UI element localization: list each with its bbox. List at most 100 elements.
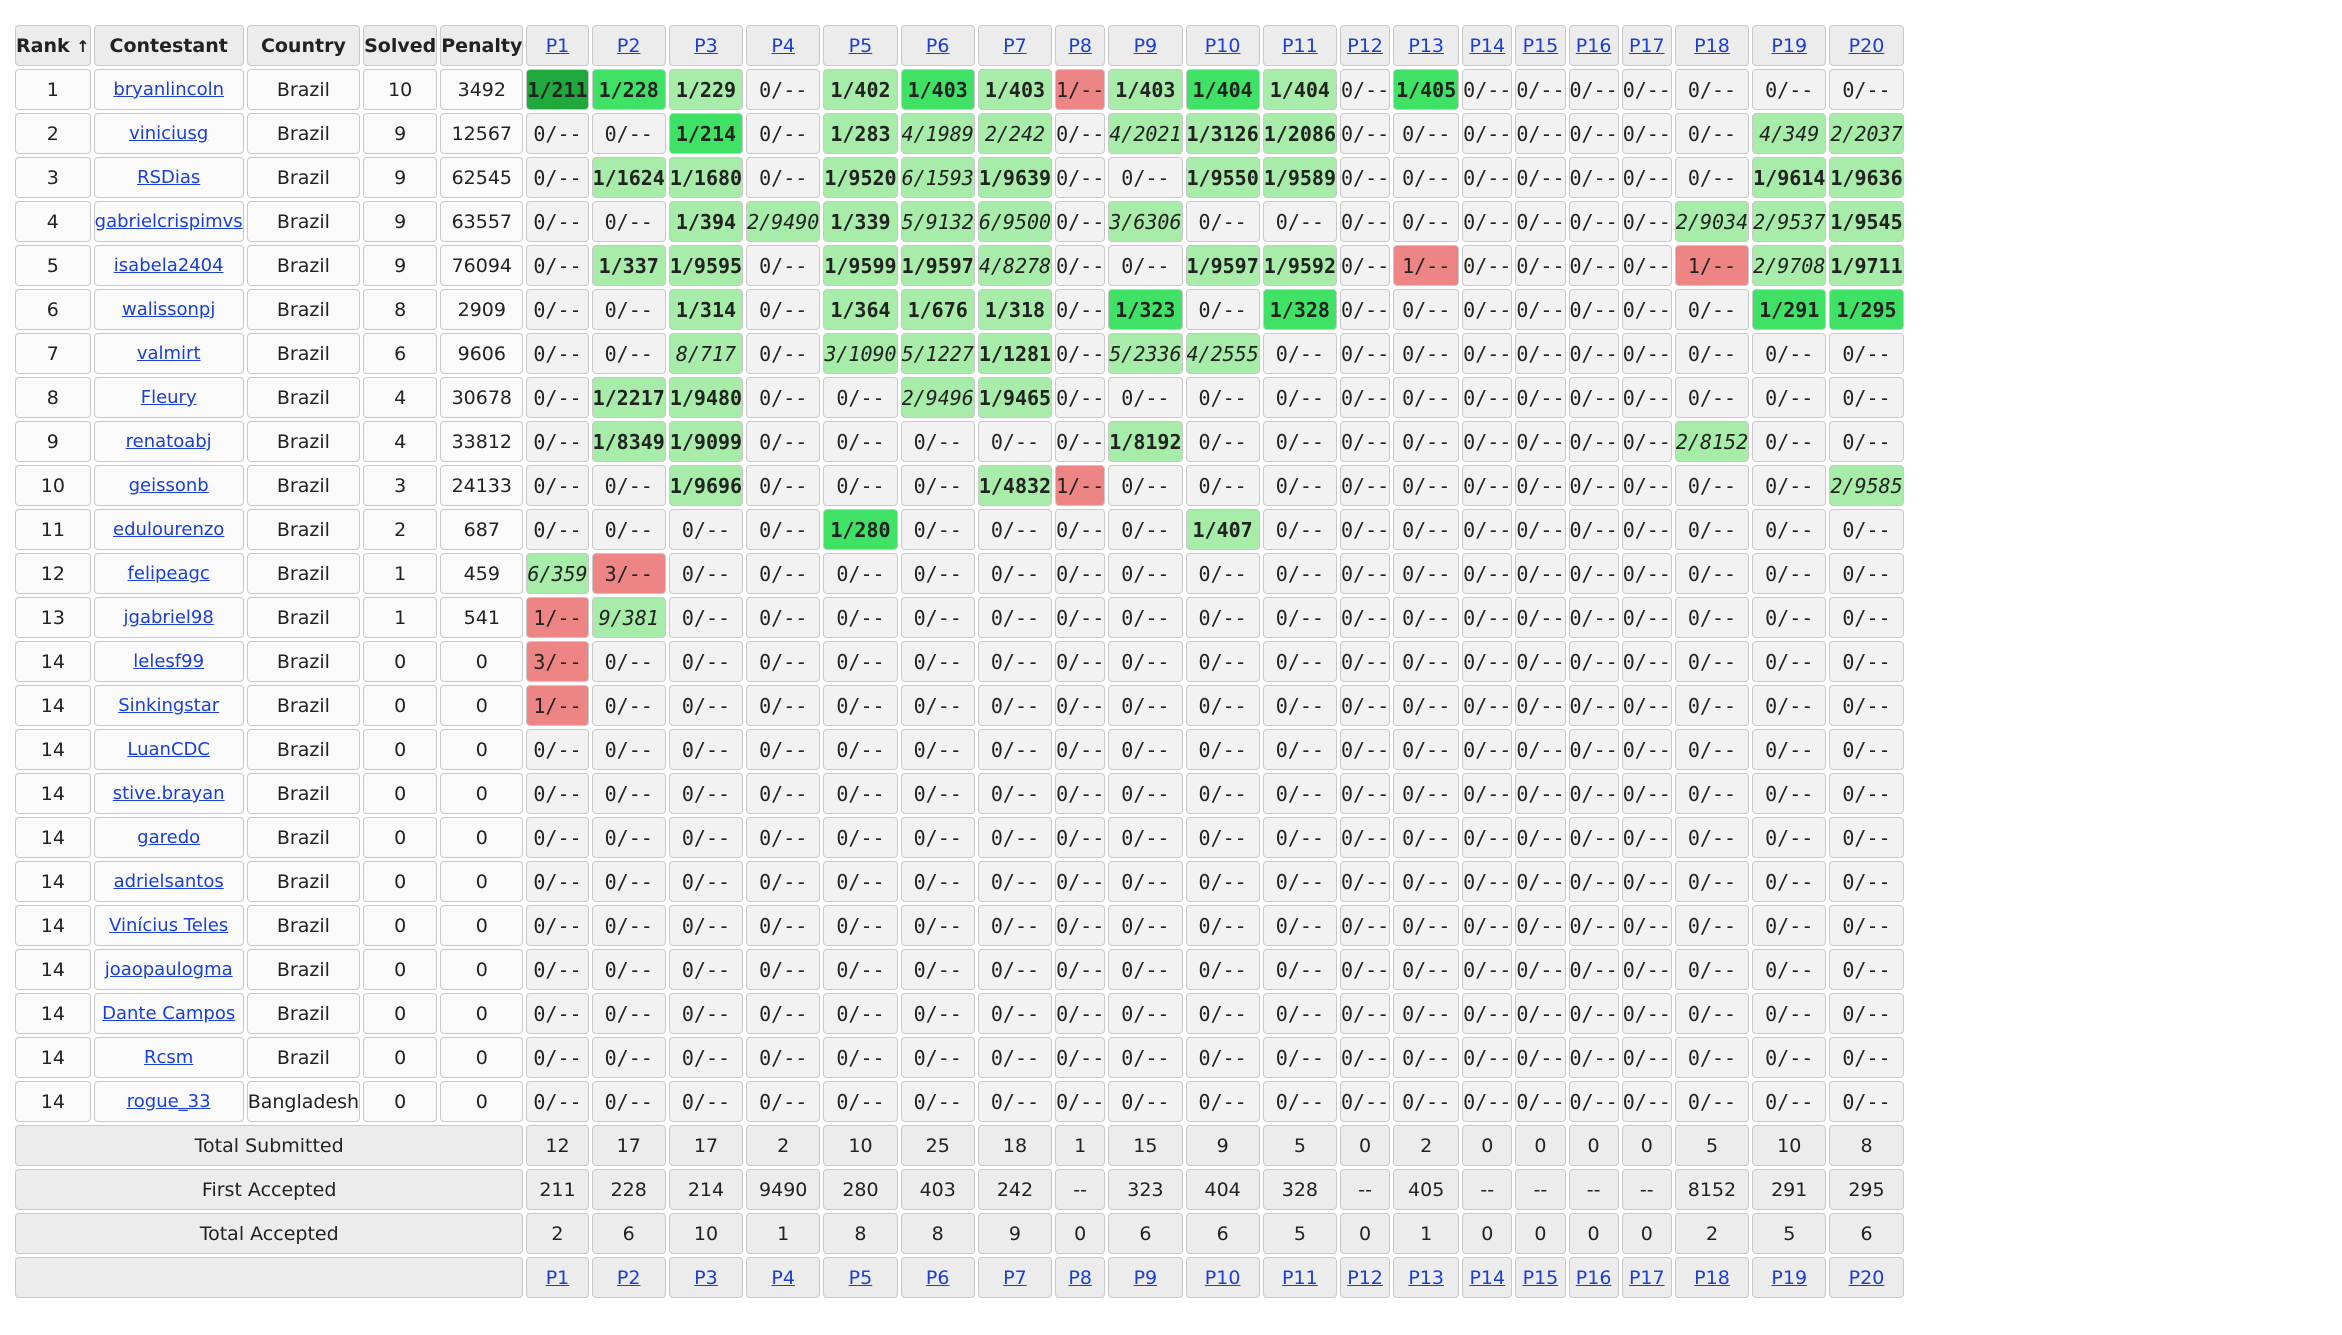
problem-link-p4[interactable]: P4 xyxy=(771,1266,795,1289)
contestant-header[interactable]: Contestant xyxy=(93,25,244,66)
problem-result-cell: 0/-- xyxy=(1393,113,1460,154)
problem-link-p17[interactable]: P17 xyxy=(1628,34,1665,57)
problem-header-p6[interactable]: P6 xyxy=(900,25,975,66)
problem-link-p13[interactable]: P13 xyxy=(1408,1266,1444,1289)
contestant-link[interactable]: renatoabj xyxy=(125,431,212,452)
contestant-link[interactable]: edulourenzo xyxy=(113,519,225,540)
contestant-link[interactable]: geissonb xyxy=(128,475,209,496)
problem-header-p12[interactable]: P12 xyxy=(1340,25,1391,66)
contestant-link[interactable]: valmirt xyxy=(136,343,201,364)
problem-link-p20[interactable]: P20 xyxy=(1848,1266,1885,1289)
contestant-link[interactable]: jgabriel98 xyxy=(123,607,214,628)
rank-cell: 7 xyxy=(15,333,91,374)
problem-header-p10[interactable]: P10 xyxy=(1185,25,1260,66)
problem-header-p14[interactable]: P14 xyxy=(1462,25,1513,66)
contestant-link[interactable]: walissonpj xyxy=(121,299,216,320)
problem-link-p14[interactable]: P14 xyxy=(1469,1266,1506,1289)
problem-link-p3[interactable]: P3 xyxy=(694,34,718,57)
problem-header-p9[interactable]: P9 xyxy=(1108,25,1183,66)
problem-header-p15[interactable]: P15 xyxy=(1515,25,1566,66)
problem-result-cell: 0/-- xyxy=(1462,1081,1513,1122)
problem-result-cell: 1/291 xyxy=(1752,289,1827,330)
problem-result-cell: 0/-- xyxy=(1621,1037,1672,1078)
problem-link-p18[interactable]: P18 xyxy=(1694,34,1730,57)
problem-link-p19[interactable]: P19 xyxy=(1771,34,1808,57)
problem-link-p15[interactable]: P15 xyxy=(1522,34,1559,57)
penalty-header[interactable]: Penalty xyxy=(440,25,524,66)
contestant-link[interactable]: Rcsm xyxy=(144,1047,194,1068)
problem-link-p8[interactable]: P8 xyxy=(1068,34,1092,57)
problem-link-p11[interactable]: P11 xyxy=(1282,34,1318,57)
contestant-cell: LuanCDC xyxy=(93,729,244,770)
contestant-link[interactable]: isabela2404 xyxy=(113,255,224,276)
contestant-link[interactable]: Vinícius Teles xyxy=(109,915,229,936)
problem-link-p1[interactable]: P1 xyxy=(545,34,570,57)
contestant-link[interactable]: adrielsantos xyxy=(113,871,224,892)
problem-link-p11[interactable]: P11 xyxy=(1282,1266,1318,1289)
problem-link-p7[interactable]: P7 xyxy=(1003,34,1027,57)
contestant-link[interactable]: RSDias xyxy=(137,167,201,188)
problem-link-p12[interactable]: P12 xyxy=(1347,1266,1383,1289)
problem-link-p4[interactable]: P4 xyxy=(771,34,795,57)
problem-link-p2[interactable]: P2 xyxy=(616,34,641,57)
problem-result-cell: 0/-- xyxy=(1568,905,1619,946)
problem-header-p16[interactable]: P16 xyxy=(1568,25,1619,66)
contestant-link[interactable]: Fleury xyxy=(140,387,197,408)
contestant-link[interactable]: stive.brayan xyxy=(112,783,225,804)
problem-link-p3[interactable]: P3 xyxy=(694,1266,718,1289)
problem-link-p6[interactable]: P6 xyxy=(925,1266,950,1289)
problem-result-cell: 0/-- xyxy=(1621,685,1672,726)
problem-link-p1[interactable]: P1 xyxy=(545,1266,570,1289)
problem-link-p10[interactable]: P10 xyxy=(1204,34,1241,57)
rank-header[interactable]: Rank ↑ xyxy=(15,25,91,66)
problem-link-p8[interactable]: P8 xyxy=(1068,1266,1092,1289)
contestant-link[interactable]: LuanCDC xyxy=(127,739,210,760)
contestant-link[interactable]: Sinkingstar xyxy=(118,695,220,716)
problem-link-p12[interactable]: P12 xyxy=(1347,34,1383,57)
problem-link-p18[interactable]: P18 xyxy=(1694,1266,1730,1289)
problem-header-p3[interactable]: P3 xyxy=(668,25,744,66)
contestant-link[interactable]: gabrielcrispimvs xyxy=(94,211,243,232)
problem-header-p7[interactable]: P7 xyxy=(977,25,1053,66)
problem-header-p11[interactable]: P11 xyxy=(1262,25,1337,66)
contestant-link[interactable]: joaopaulogma xyxy=(104,959,233,980)
problem-header-p20[interactable]: P20 xyxy=(1829,25,1904,66)
problem-header-p2[interactable]: P2 xyxy=(591,25,666,66)
problem-link-p15[interactable]: P15 xyxy=(1522,1266,1559,1289)
contestant-link[interactable]: lelesf99 xyxy=(133,651,205,672)
problem-link-p9[interactable]: P9 xyxy=(1133,34,1158,57)
problem-link-p7[interactable]: P7 xyxy=(1003,1266,1027,1289)
problem-header-p19[interactable]: P19 xyxy=(1752,25,1827,66)
contestant-link[interactable]: Dante Campos xyxy=(102,1003,236,1024)
problem-header-p13[interactable]: P13 xyxy=(1393,25,1460,66)
problem-link-p9[interactable]: P9 xyxy=(1133,1266,1158,1289)
problem-header-p1[interactable]: P1 xyxy=(526,25,589,66)
contestant-link[interactable]: felipeagc xyxy=(127,563,210,584)
problem-header-p8[interactable]: P8 xyxy=(1055,25,1106,66)
problem-result-cell: 0/-- xyxy=(1752,553,1827,594)
problem-header-p17[interactable]: P17 xyxy=(1621,25,1672,66)
contestant-link[interactable]: garedo xyxy=(137,827,201,848)
problem-link-p16[interactable]: P16 xyxy=(1575,34,1612,57)
contestant-link[interactable]: viniciusg xyxy=(129,123,209,144)
problem-link-p5[interactable]: P5 xyxy=(848,34,873,57)
problem-link-p14[interactable]: P14 xyxy=(1469,34,1506,57)
problem-header-p18[interactable]: P18 xyxy=(1674,25,1750,66)
problem-result-cell: 0/-- xyxy=(977,421,1053,462)
problem-link-p13[interactable]: P13 xyxy=(1408,34,1444,57)
problem-link-p5[interactable]: P5 xyxy=(848,1266,873,1289)
country-header[interactable]: Country xyxy=(246,25,361,66)
problem-link-p20[interactable]: P20 xyxy=(1848,34,1885,57)
solved-header[interactable]: Solved xyxy=(363,25,438,66)
problem-link-p16[interactable]: P16 xyxy=(1575,1266,1612,1289)
problem-link-p19[interactable]: P19 xyxy=(1771,1266,1808,1289)
contestant-link[interactable]: rogue_33 xyxy=(126,1091,211,1112)
problem-link-p2[interactable]: P2 xyxy=(616,1266,641,1289)
problem-link-p17[interactable]: P17 xyxy=(1628,1266,1665,1289)
problem-link-p10[interactable]: P10 xyxy=(1204,1266,1241,1289)
problem-header-p4[interactable]: P4 xyxy=(746,25,821,66)
problem-link-p6[interactable]: P6 xyxy=(925,34,950,57)
problem-header-p5[interactable]: P5 xyxy=(823,25,898,66)
footer-problem-cell: P9 xyxy=(1108,1257,1183,1298)
contestant-link[interactable]: bryanlincoln xyxy=(113,79,224,100)
